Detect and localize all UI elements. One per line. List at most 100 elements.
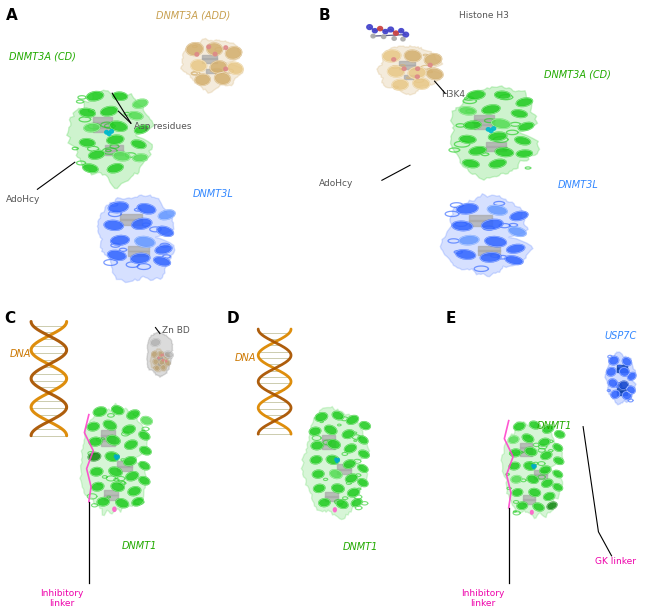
Circle shape [428,63,432,67]
Ellipse shape [135,125,149,134]
Ellipse shape [314,484,325,492]
Ellipse shape [426,68,443,80]
Ellipse shape [482,105,500,114]
Ellipse shape [140,446,151,455]
Polygon shape [501,422,563,519]
Bar [93,126,112,132]
Ellipse shape [332,411,343,420]
Ellipse shape [553,444,562,451]
Ellipse shape [619,381,629,389]
Ellipse shape [108,202,129,213]
Ellipse shape [541,452,552,460]
Text: DNMT3L: DNMT3L [558,180,598,190]
Ellipse shape [611,390,620,398]
Bar [202,55,217,59]
Ellipse shape [88,422,99,431]
Ellipse shape [515,137,530,145]
Ellipse shape [225,47,242,59]
Text: DNMT1: DNMT1 [537,421,573,431]
Circle shape [107,132,111,135]
Bar [534,470,547,475]
Circle shape [195,53,199,56]
Circle shape [335,458,337,461]
Ellipse shape [93,407,107,416]
Bar [101,435,115,441]
Ellipse shape [464,121,481,129]
Ellipse shape [514,422,525,430]
Ellipse shape [345,444,357,453]
Ellipse shape [310,456,322,464]
Ellipse shape [540,466,551,474]
Bar [404,75,419,78]
Text: DNMT3L: DNMT3L [193,189,234,199]
Bar [104,490,118,495]
Ellipse shape [539,438,550,446]
Ellipse shape [342,430,354,438]
Circle shape [105,131,109,134]
Ellipse shape [627,386,635,394]
Ellipse shape [159,359,164,365]
Text: DNMT1: DNMT1 [122,541,158,551]
Polygon shape [80,403,148,516]
Ellipse shape [133,154,148,162]
Bar [337,465,351,470]
Text: Asp residues: Asp residues [134,122,192,131]
Ellipse shape [510,211,528,221]
Ellipse shape [103,421,117,430]
Ellipse shape [543,425,554,433]
Ellipse shape [111,482,125,491]
Text: Histone H3: Histone H3 [459,10,509,20]
Circle shape [115,457,118,460]
Ellipse shape [89,150,105,159]
Circle shape [115,455,117,458]
Circle shape [371,34,375,38]
Ellipse shape [512,489,522,497]
Bar [487,142,506,147]
Bar [93,117,112,123]
Bar [101,440,115,446]
Ellipse shape [408,67,426,78]
Ellipse shape [547,502,557,509]
Bar [322,444,335,449]
Ellipse shape [107,164,123,173]
Circle shape [401,37,405,41]
Ellipse shape [125,440,137,449]
Bar [101,430,115,436]
Ellipse shape [491,119,511,129]
Ellipse shape [113,92,127,101]
Bar [128,251,149,256]
Ellipse shape [139,432,150,440]
Text: AdoHcy: AdoHcy [6,196,40,204]
Ellipse shape [153,359,158,364]
Bar [322,435,335,440]
Ellipse shape [507,245,524,253]
Circle shape [392,37,396,40]
Ellipse shape [509,462,520,470]
Text: USP7C: USP7C [604,330,636,341]
Ellipse shape [91,482,104,491]
Bar [325,496,339,501]
Text: H3K4: H3K4 [442,90,465,99]
Ellipse shape [155,245,172,254]
Text: DNMT3A (CD): DNMT3A (CD) [544,69,611,79]
Ellipse shape [310,427,321,435]
Ellipse shape [158,210,175,219]
Bar [617,368,627,372]
Bar [534,474,547,479]
Ellipse shape [107,135,124,144]
Circle shape [381,35,386,39]
Circle shape [337,459,339,461]
Polygon shape [605,352,636,405]
Polygon shape [302,406,369,519]
Polygon shape [181,39,243,93]
Bar [322,440,335,445]
Ellipse shape [328,440,340,449]
Circle shape [336,460,338,463]
Ellipse shape [516,98,532,107]
Ellipse shape [210,61,227,73]
Ellipse shape [139,476,150,485]
Ellipse shape [413,78,430,89]
Ellipse shape [215,72,231,85]
Ellipse shape [109,467,122,476]
Ellipse shape [358,479,368,487]
